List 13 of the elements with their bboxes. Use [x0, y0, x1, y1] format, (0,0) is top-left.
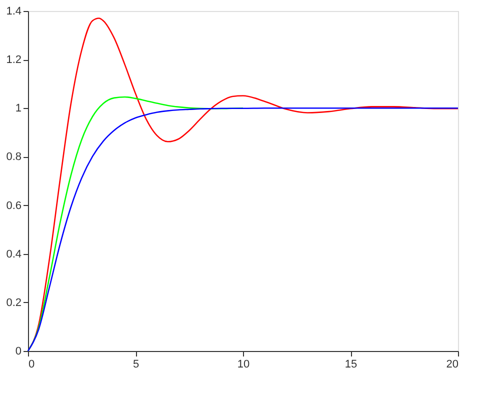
y-tick-label: 0.4 — [6, 248, 22, 260]
y-tick-label: 1.4 — [6, 6, 22, 18]
y-tick-label: 1 — [15, 102, 22, 115]
x-tick-label: 5 — [132, 358, 140, 370]
y-tick-label: 1.2 — [6, 54, 22, 66]
x-tick-label: 20 — [446, 358, 458, 370]
y-tick-label: 0.8 — [6, 151, 22, 164]
x-tick-label: 15 — [344, 358, 358, 370]
y-tick-label: 0.6 — [6, 200, 22, 212]
x-tick-label: 10 — [237, 358, 250, 370]
y-tick-label: 0.2 — [6, 296, 22, 309]
x-tick-label: 0 — [28, 358, 35, 370]
y-tick-label: 0 — [15, 346, 22, 358]
